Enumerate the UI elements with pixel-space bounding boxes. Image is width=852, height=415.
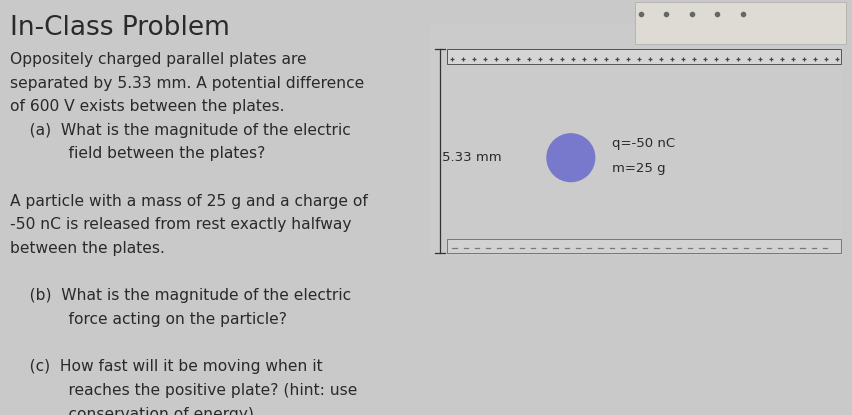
Text: m=25 g: m=25 g: [612, 161, 665, 175]
Bar: [447, 49, 841, 64]
Text: of 600 V exists between the plates.: of 600 V exists between the plates.: [10, 99, 285, 114]
Text: (b)  What is the magnitude of the electric: (b) What is the magnitude of the electri…: [10, 288, 351, 303]
Text: Oppositely charged parallel plates are: Oppositely charged parallel plates are: [10, 52, 307, 67]
Text: separated by 5.33 mm. A potential difference: separated by 5.33 mm. A potential differ…: [10, 76, 365, 90]
Bar: [430, 25, 843, 257]
Text: (a)  What is the magnitude of the electric: (a) What is the magnitude of the electri…: [10, 123, 351, 138]
Text: In-Class Problem: In-Class Problem: [10, 15, 230, 41]
Text: -50 nC is released from rest exactly halfway: -50 nC is released from rest exactly hal…: [10, 217, 352, 232]
Text: q=-50 nC: q=-50 nC: [612, 137, 675, 150]
Text: force acting on the particle?: force acting on the particle?: [10, 312, 287, 327]
Bar: [447, 239, 841, 253]
Text: (c)  How fast will it be moving when it: (c) How fast will it be moving when it: [10, 359, 323, 374]
Ellipse shape: [547, 134, 595, 181]
Text: conservation of energy): conservation of energy): [10, 407, 254, 415]
Text: reaches the positive plate? (hint: use: reaches the positive plate? (hint: use: [10, 383, 358, 398]
Bar: [635, 2, 846, 44]
Text: Session ID 9: Session ID 9: [641, 24, 709, 34]
Text: 5.33 mm: 5.33 mm: [442, 151, 502, 164]
Text: between the plates.: between the plates.: [10, 241, 165, 256]
Text: field between the plates?: field between the plates?: [10, 146, 266, 161]
Text: A particle with a mass of 25 g and a charge of: A particle with a mass of 25 g and a cha…: [10, 194, 368, 209]
